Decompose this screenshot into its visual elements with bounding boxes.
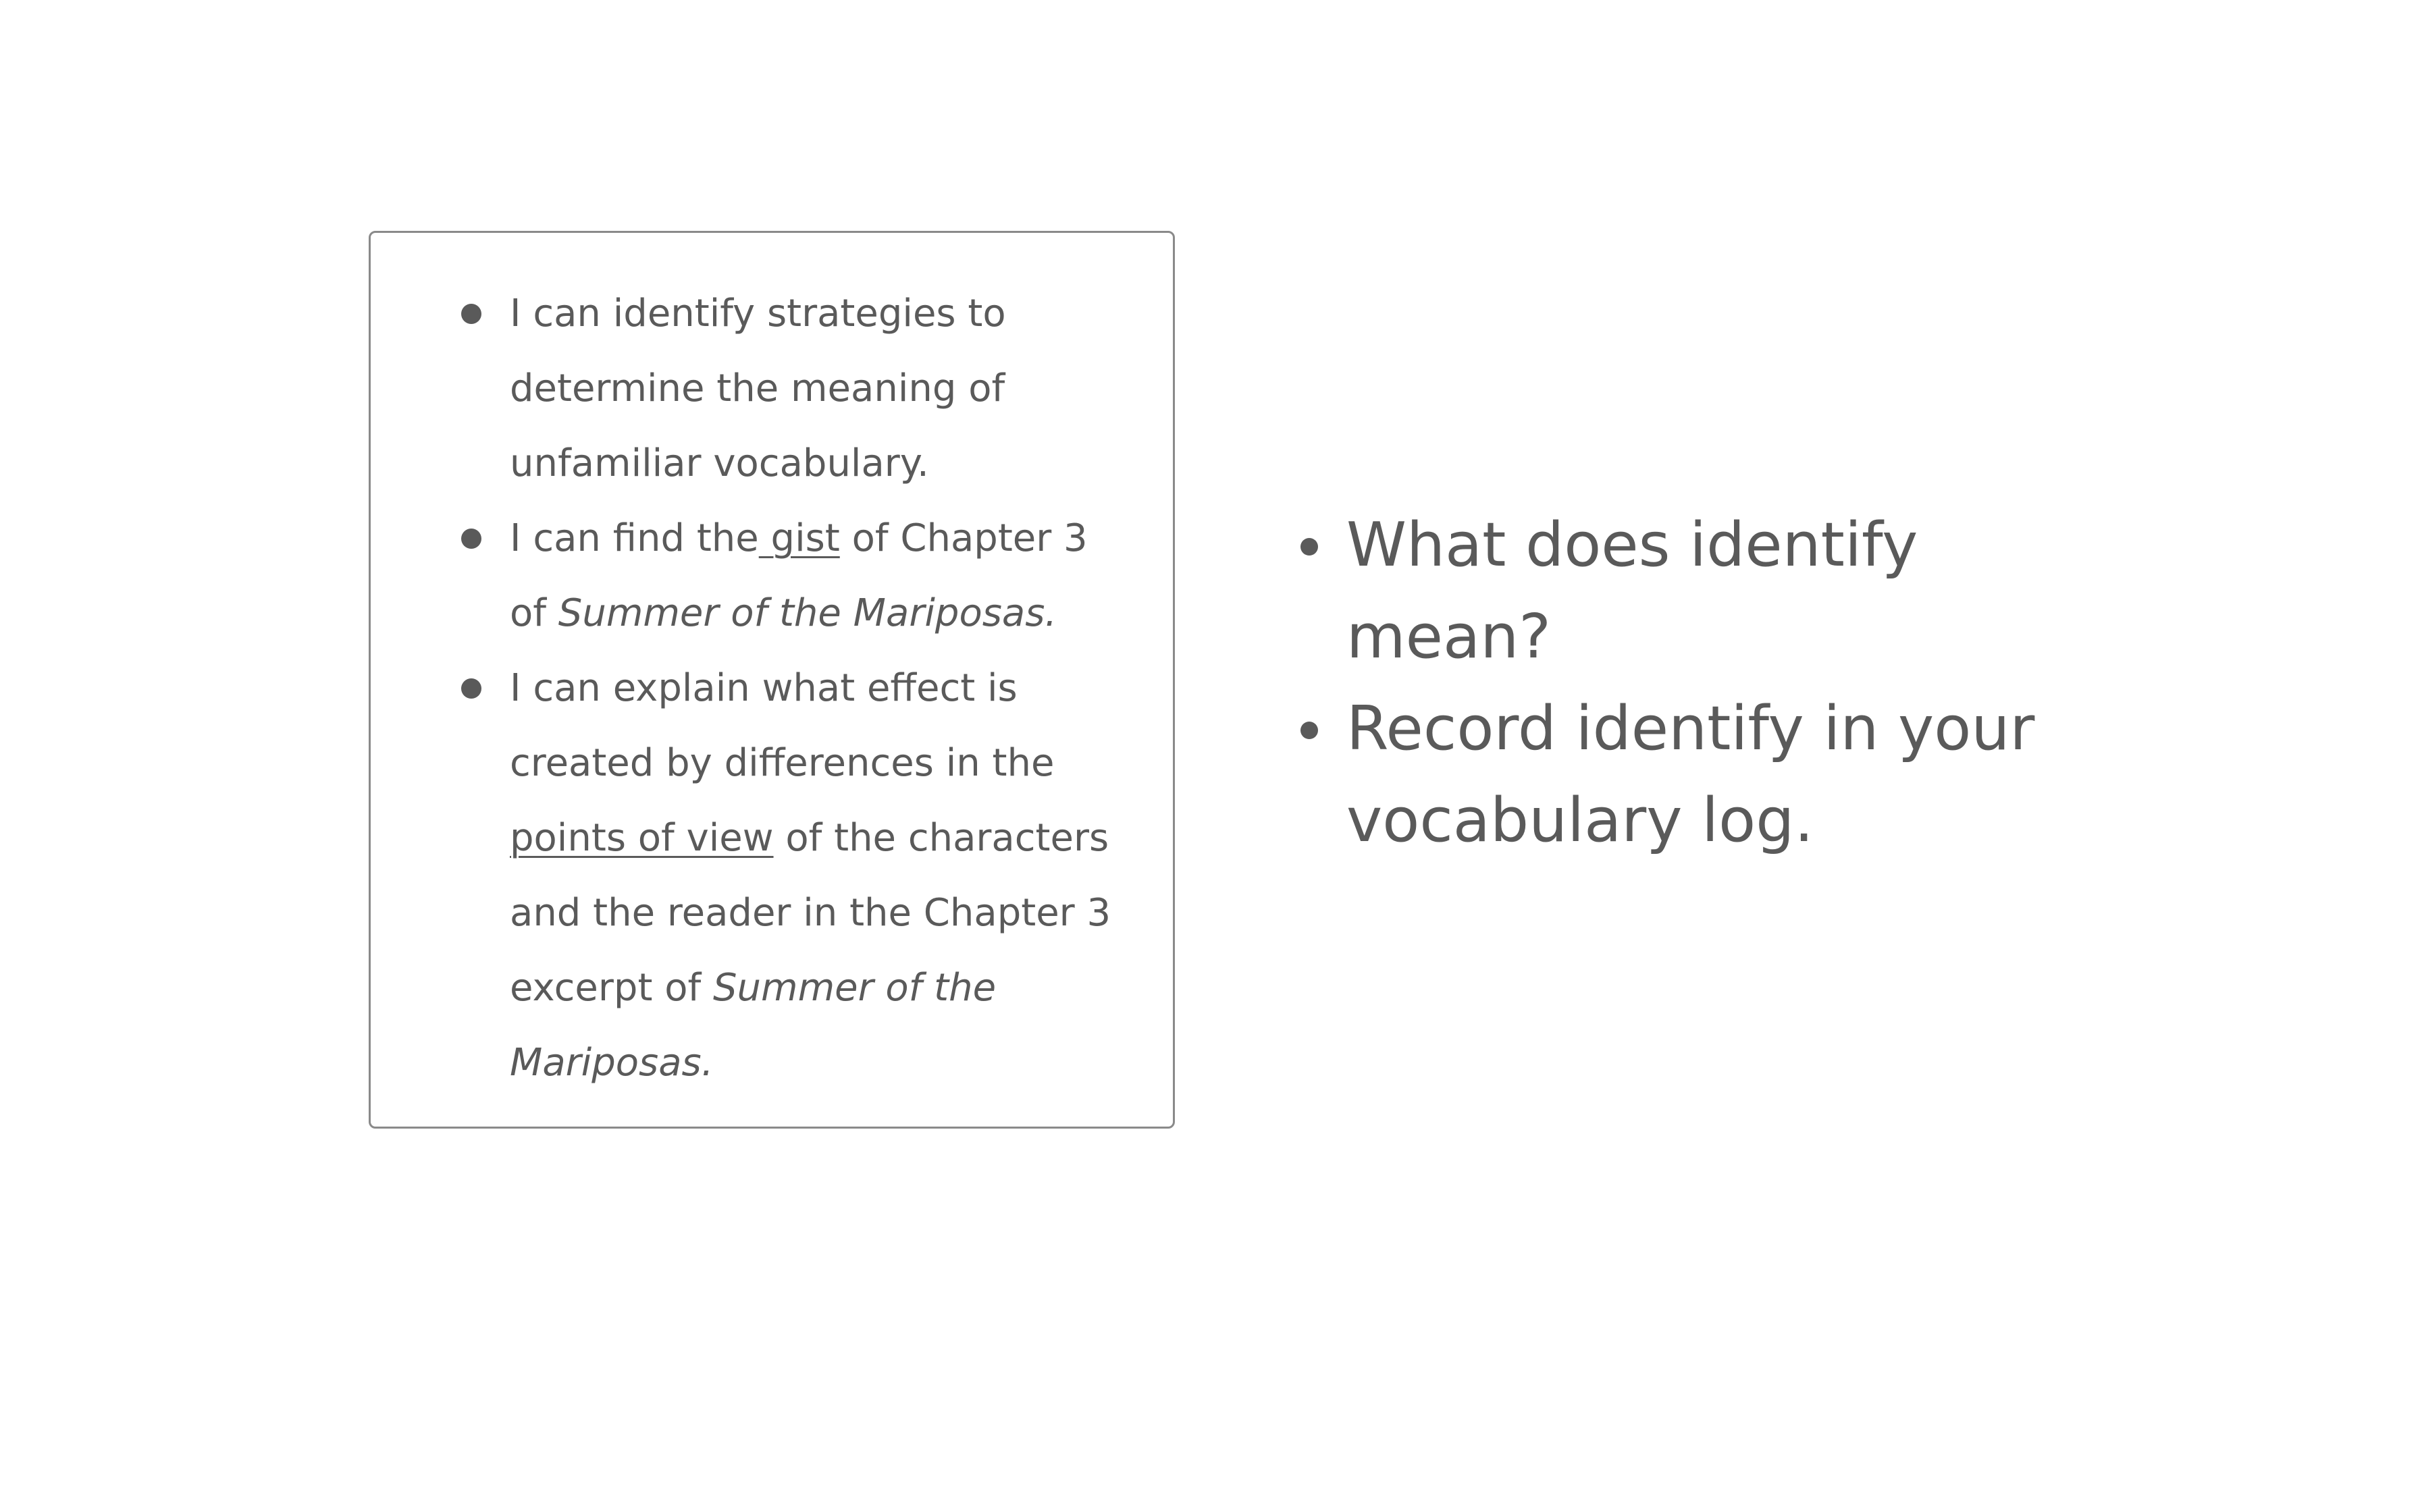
question-2-line-1: Record identify in your <box>1346 693 2035 764</box>
question-2-line-2: vocabulary log. <box>1346 785 1814 856</box>
learning-target-3: I can explain what effect is created by … <box>371 651 1177 1100</box>
learning-targets-box: I can identify strategies to determine t… <box>369 231 1175 1129</box>
target-2-line-1: I can find the gist of Chapter 3 <box>510 501 1170 576</box>
bullet-icon <box>461 529 481 549</box>
question-1: What does identify mean? <box>1290 500 2370 683</box>
bullet-icon <box>1300 538 1318 556</box>
learning-targets-list: I can identify strategies to determine t… <box>371 276 1177 1100</box>
bullet-icon <box>461 678 481 699</box>
target-2-text: I can find the <box>510 516 759 560</box>
target-3-line-5: excerpt of Summer of the <box>510 950 1170 1025</box>
bullet-icon <box>1300 722 1318 739</box>
book-title: Summer of the Mariposas. <box>558 591 1057 635</box>
learning-target-2: I can find the gist of Chapter 3 of Summ… <box>371 501 1177 651</box>
target-3-line-4: and the reader in the Chapter 3 <box>510 891 1111 935</box>
book-title: Summer of the <box>712 966 997 1010</box>
question-2: Record identify in your vocabulary log. <box>1290 683 2370 867</box>
target-3-text: of the characters <box>773 816 1109 860</box>
bullet-icon <box>461 304 481 324</box>
learning-target-1: I can identify strategies to determine t… <box>371 276 1177 501</box>
target-3-line-1: I can explain what effect is <box>510 666 1018 710</box>
vocabulary-questions-list: What does identify mean? Record identify… <box>1290 500 2370 867</box>
target-1-line-3: unfamiliar vocabulary. <box>510 441 929 485</box>
target-3-line-6: Mariposas. <box>510 1041 714 1085</box>
target-3-line-2: created by differences in the <box>510 741 1055 785</box>
target-3-line-3: points of view of the characters <box>510 801 1170 875</box>
question-1-line-2: mean? <box>1346 601 1552 672</box>
target-2-text: of <box>510 591 558 635</box>
points-of-view-term: points of view <box>510 816 774 860</box>
target-2-text: of Chapter 3 <box>839 516 1088 560</box>
target-1-line-1: I can identify strategies to <box>510 292 1006 335</box>
question-1-line-1: What does identify <box>1346 510 1918 580</box>
target-2-line-2: of Summer of the Mariposas. <box>510 576 1170 651</box>
target-1-line-2: determine the meaning of <box>510 367 1005 410</box>
gist-term: gist <box>758 516 840 560</box>
target-3-text: excerpt of <box>510 966 713 1010</box>
